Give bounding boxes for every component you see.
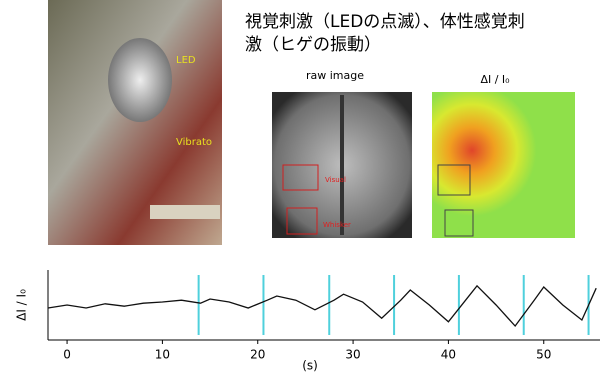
x-tick-label: 30 bbox=[345, 348, 360, 362]
region-label: Whisker bbox=[323, 221, 351, 229]
photo-label: LED bbox=[176, 55, 196, 66]
trace-chart: ΔI / I₀ (s) 0 10 20 30 40 50 bbox=[15, 270, 600, 373]
region-label: Visual bbox=[325, 176, 346, 184]
x-tick-label: 40 bbox=[441, 348, 456, 362]
photo: LED Vibrato bbox=[48, 0, 222, 245]
x-tick-label: 10 bbox=[155, 348, 170, 362]
raw-image: Visual Whisker bbox=[272, 92, 412, 238]
x-tick-label: 0 bbox=[63, 348, 71, 362]
y-axis-label: ΔI / I₀ bbox=[15, 289, 29, 321]
image-label: ΔI / I₀ bbox=[480, 73, 510, 86]
title: 激（ヒゲの振動） bbox=[245, 35, 381, 55]
title: 視覚刺激（LEDの点滅）、体性感覚刺 bbox=[245, 12, 525, 32]
photo-label: Vibrato bbox=[176, 137, 212, 148]
trace-line bbox=[48, 286, 596, 326]
x-tick-label: 50 bbox=[536, 348, 551, 362]
figure: LED Vibrato 視覚刺激（LEDの点滅）、体性感覚刺 激（ヒゲの振動） … bbox=[0, 0, 600, 374]
x-tick-label: 20 bbox=[250, 348, 265, 362]
x-axis-label: (s) bbox=[302, 359, 318, 373]
image-label: raw image bbox=[306, 69, 364, 82]
heatmap-image bbox=[432, 92, 575, 238]
